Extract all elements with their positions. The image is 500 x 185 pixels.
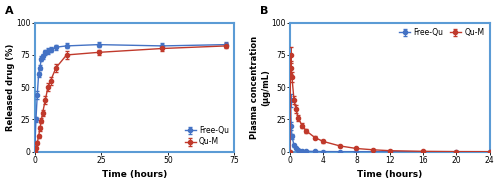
Text: A: A (4, 6, 14, 16)
Legend: Free-Qu, Qu-M: Free-Qu, Qu-M (183, 125, 230, 148)
Text: B: B (260, 6, 268, 16)
Y-axis label: Plasma concentration
(μg/mL): Plasma concentration (μg/mL) (250, 36, 270, 139)
X-axis label: Time (hours): Time (hours) (102, 170, 167, 179)
Y-axis label: Released drug (%): Released drug (%) (6, 43, 15, 131)
Legend: Free-Qu, Qu-M: Free-Qu, Qu-M (398, 26, 486, 38)
X-axis label: Time (hours): Time (hours) (357, 170, 422, 179)
